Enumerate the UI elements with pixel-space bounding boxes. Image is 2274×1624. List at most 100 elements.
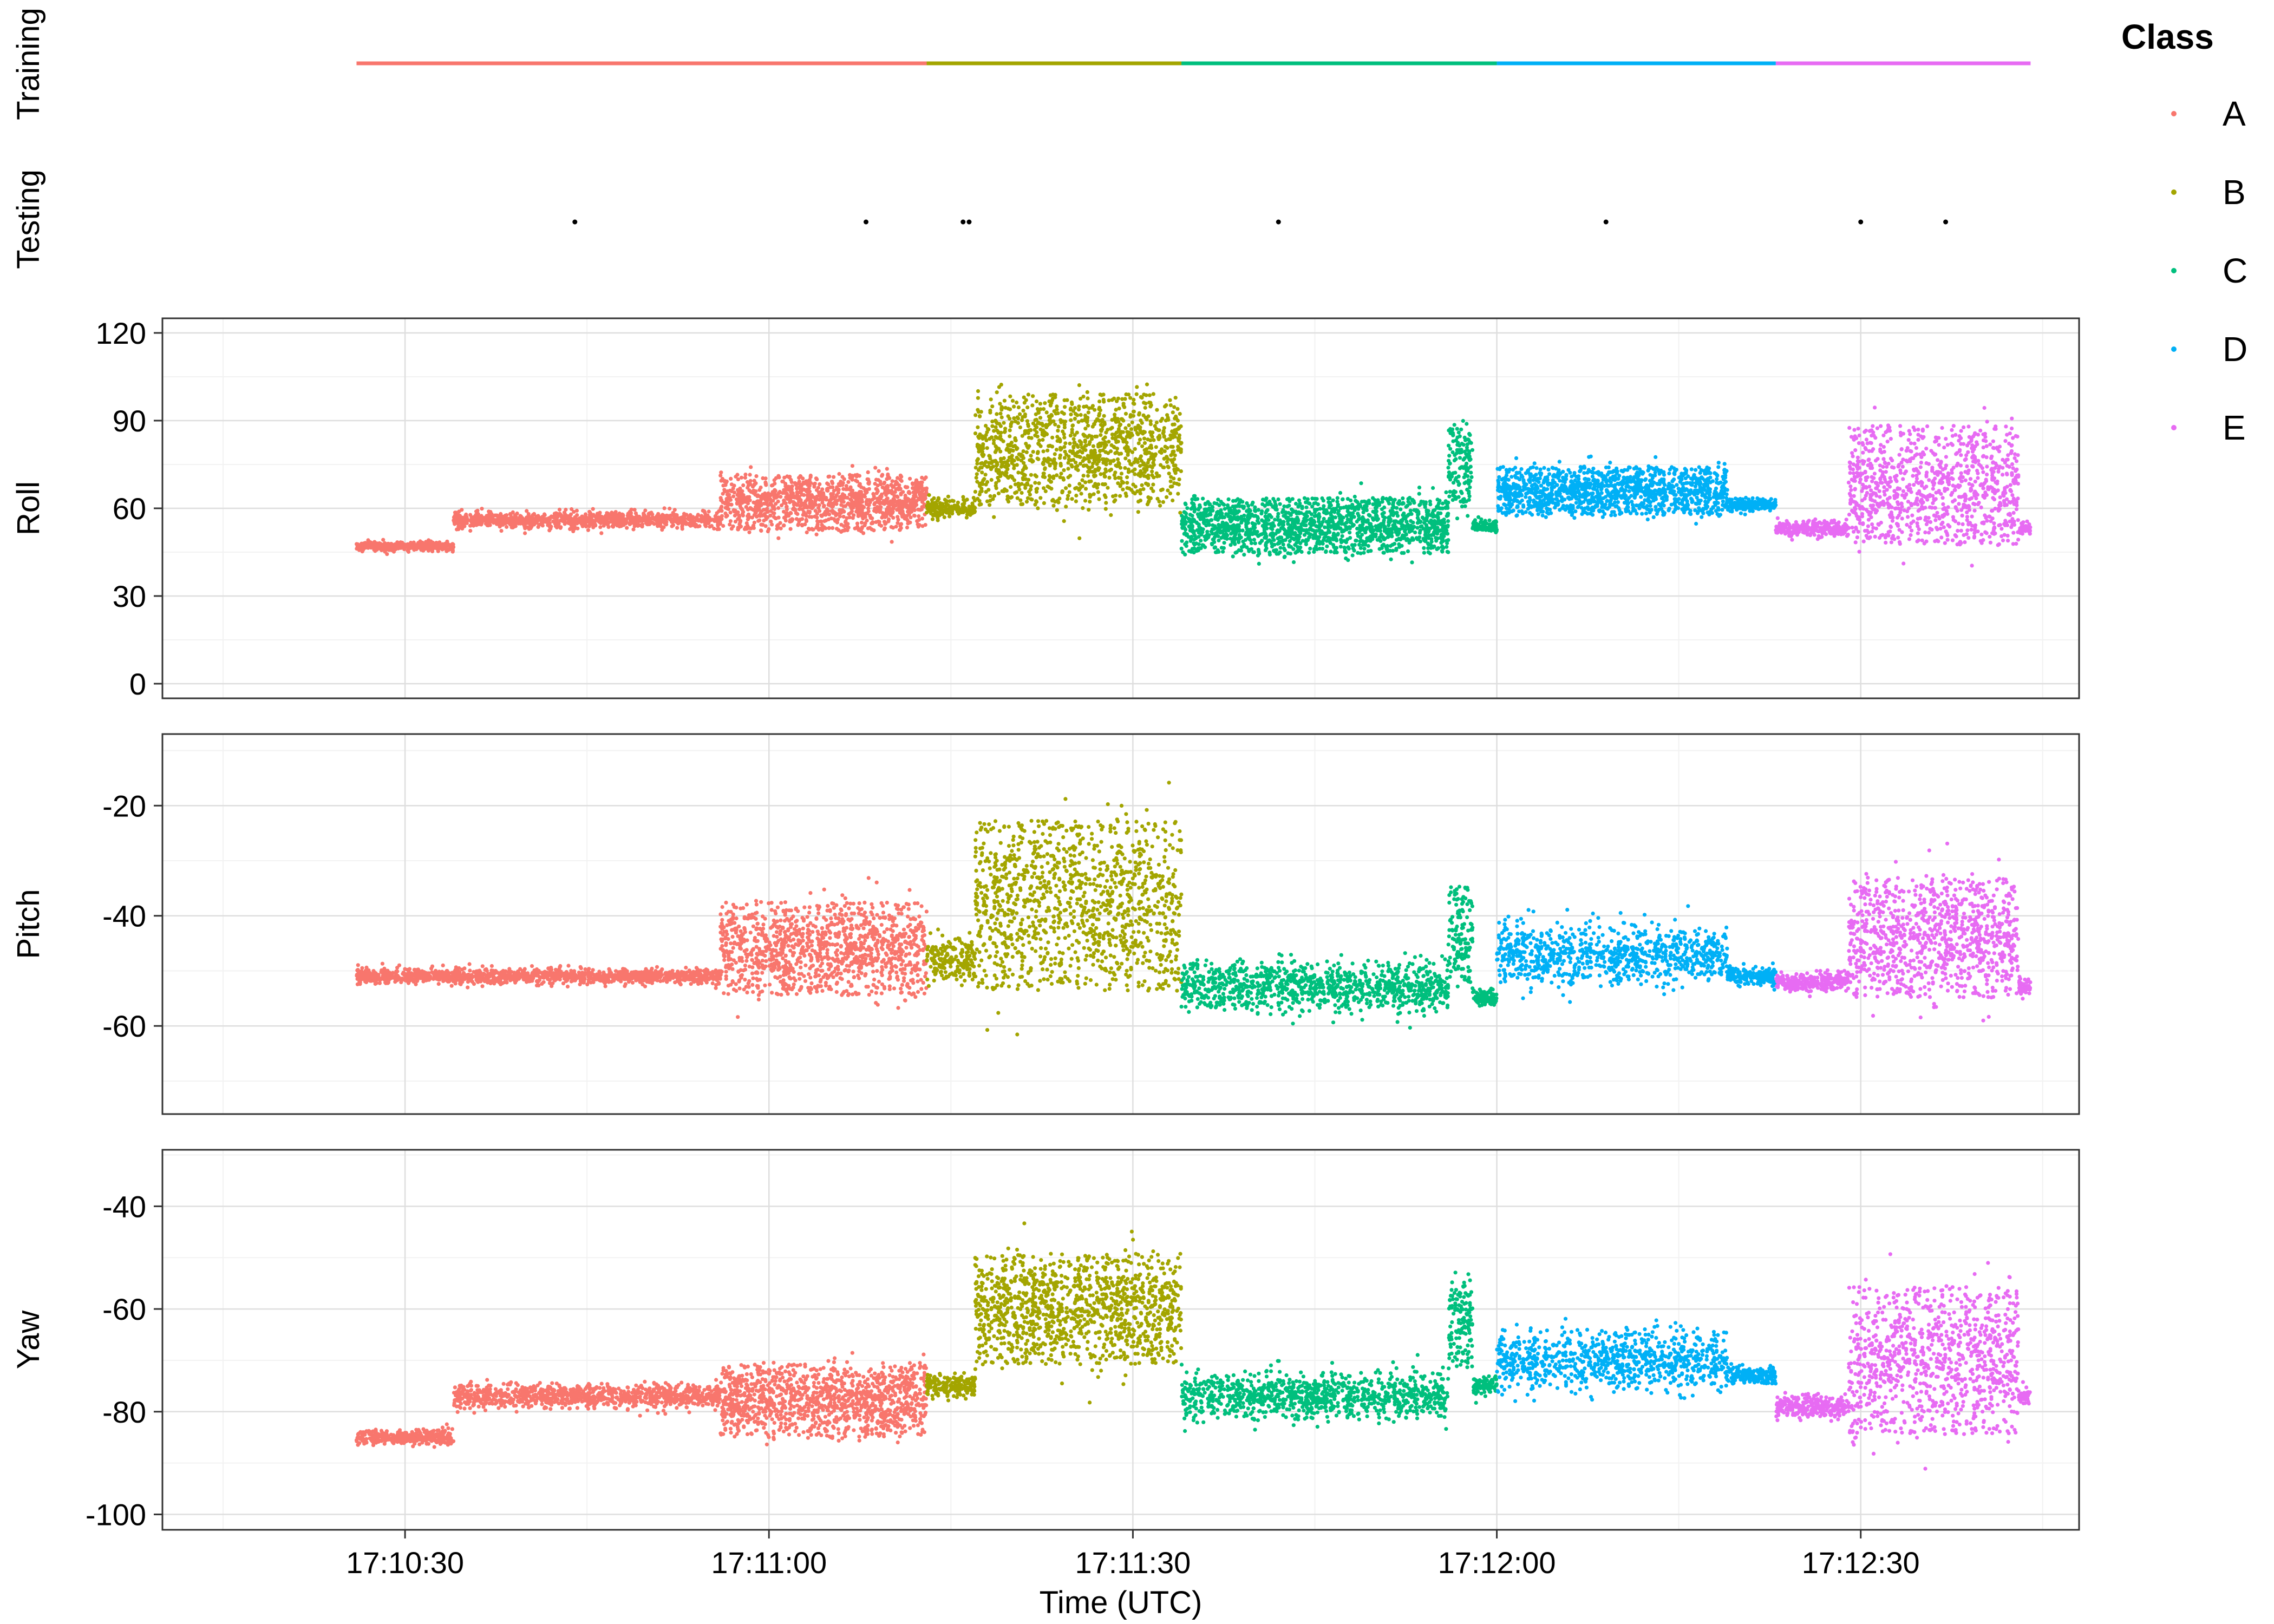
data-point <box>1016 405 1021 410</box>
data-point <box>819 513 824 518</box>
data-point <box>1151 392 1155 396</box>
data-point <box>1282 546 1286 551</box>
data-point <box>1112 473 1116 477</box>
data-point <box>1171 498 1175 503</box>
data-point <box>1044 431 1049 436</box>
data-point <box>877 506 881 510</box>
data-point <box>617 524 622 529</box>
data-point <box>1099 442 1103 446</box>
data-point <box>851 500 856 505</box>
data-point <box>1446 513 1450 518</box>
data-point <box>1073 440 1077 445</box>
data-point <box>625 526 629 530</box>
data-point <box>472 523 476 528</box>
data-point <box>1293 543 1297 547</box>
data-point <box>1020 482 1024 486</box>
data-point <box>798 504 802 508</box>
data-point <box>1071 437 1076 441</box>
data-point <box>1160 487 1165 492</box>
data-point <box>664 520 669 524</box>
data-point <box>993 450 997 454</box>
data-point <box>920 488 925 493</box>
data-point <box>1291 560 1296 565</box>
data-point <box>1269 515 1273 519</box>
data-point <box>1008 394 1012 398</box>
data-point <box>1325 544 1329 548</box>
data-point <box>649 516 653 521</box>
data-point <box>611 521 616 526</box>
data-point <box>847 512 851 516</box>
data-point <box>638 519 643 523</box>
data-point <box>880 473 885 477</box>
data-point <box>1184 544 1188 548</box>
data-point <box>1023 429 1027 434</box>
data-point <box>1127 423 1131 428</box>
data-point <box>728 497 733 502</box>
data-point <box>741 483 746 488</box>
data-point <box>814 532 819 536</box>
data-point <box>758 514 762 518</box>
data-point <box>1435 547 1439 552</box>
data-point <box>1278 546 1283 550</box>
data-point <box>1033 433 1037 437</box>
data-point <box>830 505 834 509</box>
data-point <box>785 474 789 479</box>
data-point <box>1102 414 1106 418</box>
data-point <box>810 506 814 510</box>
data-point <box>1069 458 1073 462</box>
data-point <box>774 495 779 500</box>
data-point <box>1012 404 1016 409</box>
data-point <box>1106 428 1110 432</box>
data-point <box>994 444 998 449</box>
data-point <box>825 481 829 486</box>
data-point <box>1031 450 1035 454</box>
data-point <box>1012 416 1016 421</box>
data-point <box>1037 438 1042 443</box>
data-point <box>1158 449 1162 454</box>
data-point <box>824 518 828 523</box>
data-point <box>740 512 745 516</box>
data-point <box>1140 471 1144 476</box>
data-point <box>720 505 724 509</box>
data-point <box>1042 457 1047 461</box>
data-point <box>909 502 913 506</box>
data-point <box>1090 424 1095 429</box>
data-point <box>515 511 519 516</box>
data-point <box>747 515 752 519</box>
data-point <box>1138 499 1142 503</box>
data-point <box>458 514 462 518</box>
data-point <box>1131 409 1136 414</box>
data-point <box>1345 497 1350 501</box>
data-point <box>1058 448 1063 452</box>
data-point <box>580 524 585 528</box>
data-point <box>1098 449 1102 453</box>
data-point <box>879 501 883 505</box>
strip-label-testing: Testing <box>11 169 46 269</box>
data-point <box>1053 466 1057 470</box>
data-point <box>820 498 825 502</box>
data-point <box>1172 476 1176 481</box>
data-point <box>523 531 527 535</box>
data-point <box>1178 411 1182 416</box>
data-point <box>1335 500 1339 504</box>
data-point <box>890 479 894 483</box>
data-point <box>832 489 836 493</box>
data-point <box>728 519 733 523</box>
data-point <box>1073 416 1077 421</box>
data-point <box>843 520 848 525</box>
data-point <box>1034 499 1038 503</box>
data-point <box>605 511 609 515</box>
data-point <box>1117 407 1121 411</box>
data-point <box>1352 548 1356 553</box>
data-point <box>976 389 981 394</box>
data-point <box>1110 433 1114 437</box>
data-point <box>829 509 834 513</box>
data-point <box>375 541 379 546</box>
data-point <box>566 517 571 521</box>
data-point <box>1242 553 1246 557</box>
testing-point <box>863 219 868 225</box>
data-point <box>1122 405 1127 409</box>
data-point <box>935 514 939 518</box>
data-point <box>829 494 834 499</box>
data-point <box>813 502 818 506</box>
